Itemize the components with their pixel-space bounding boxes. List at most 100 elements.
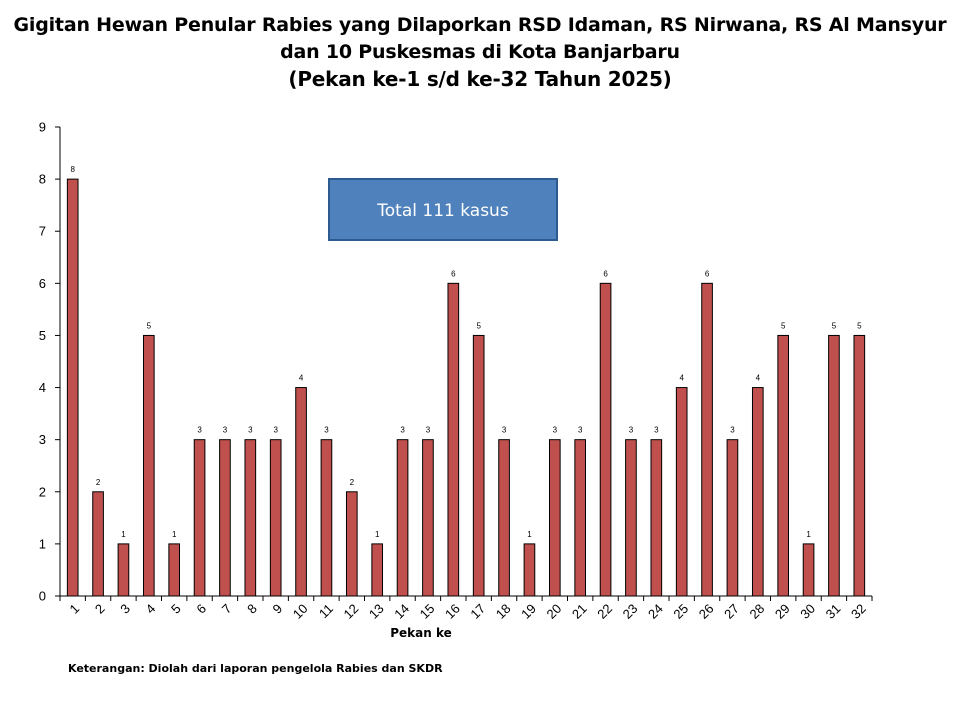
y-tick-label: 0	[39, 589, 46, 604]
data-label: 5	[832, 321, 837, 330]
x-tick-label: 1	[67, 601, 83, 617]
bar	[193, 439, 206, 597]
x-tick-label: 9	[270, 601, 286, 617]
x-tick-label: 17	[467, 601, 488, 622]
bar	[472, 334, 485, 597]
bar	[650, 439, 663, 597]
data-label: 1	[172, 530, 177, 539]
x-tick-label: 6	[193, 601, 209, 617]
y-tick-label: 8	[39, 172, 46, 187]
bar	[422, 439, 434, 597]
x-tick-label: 19	[518, 601, 539, 622]
x-tick-label: 13	[366, 601, 387, 622]
bar	[142, 334, 155, 597]
y-tick-label: 9	[39, 120, 46, 135]
x-tick-label: 32	[848, 601, 869, 622]
data-label: 1	[121, 530, 126, 539]
x-tick-label: 31	[823, 601, 844, 622]
y-tick-label: 4	[39, 380, 46, 395]
x-tick-label: 12	[341, 601, 362, 622]
data-label: 3	[400, 426, 405, 435]
data-label: 3	[578, 426, 583, 435]
bar	[625, 439, 637, 597]
data-label: 3	[730, 426, 735, 435]
bar	[345, 491, 358, 597]
bar	[574, 439, 587, 597]
data-label: 3	[502, 426, 507, 435]
x-tick-label: 18	[493, 601, 514, 622]
x-tick-label: 20	[544, 601, 565, 622]
total-cases-box: Total 111 kasus	[328, 178, 558, 241]
data-label: 6	[705, 269, 710, 278]
bar	[828, 334, 840, 597]
data-label: 2	[96, 478, 101, 487]
data-label: 4	[756, 374, 761, 383]
bar	[168, 543, 181, 597]
x-tick-label: 22	[594, 601, 615, 622]
x-tick-label: 27	[721, 601, 742, 622]
x-tick-label: 26	[696, 601, 717, 622]
data-label: 3	[197, 426, 202, 435]
x-tick-label: 2	[92, 601, 108, 617]
title-line-1: Gigitan Hewan Penular Rabies yang Dilapo…	[13, 14, 947, 36]
x-tick-label: 5	[168, 601, 184, 617]
bar	[498, 439, 510, 597]
bar	[66, 178, 79, 597]
bar	[117, 543, 130, 597]
x-tick-label: 7	[219, 601, 235, 617]
x-tick-label: 30	[797, 601, 818, 622]
bar	[701, 282, 713, 597]
bar	[726, 439, 739, 597]
x-tick-label: 8	[244, 601, 260, 617]
bar	[599, 282, 612, 597]
title-line-3: (Pekan ke-1 s/d ke-32 Tahun 2025)	[288, 67, 672, 91]
bar	[244, 439, 257, 597]
data-label: 6	[451, 269, 456, 278]
bar	[751, 387, 764, 597]
bar	[371, 543, 384, 597]
bar	[675, 387, 688, 597]
data-label: 1	[806, 530, 811, 539]
x-tick-label: 3	[117, 601, 133, 617]
x-tick-label: 16	[442, 601, 463, 622]
data-label: 8	[70, 165, 75, 174]
bar	[777, 334, 790, 597]
data-label: 1	[527, 530, 532, 539]
data-label: 3	[654, 426, 659, 435]
x-tick-label: 10	[290, 601, 311, 622]
y-tick-label: 1	[39, 536, 46, 551]
data-label: 5	[147, 321, 152, 330]
total-cases-box-bg	[328, 178, 558, 241]
x-axis: 1 2 3 4 5 6 7 8 9 10 11 12 13 14 15 16 17 18 19 20 21 22 23 24 2…	[59, 595, 873, 622]
bar	[269, 439, 282, 597]
bar	[523, 543, 536, 597]
bar	[548, 439, 561, 597]
chart-title: Gigitan Hewan Penular Rabies yang Dilapo…	[0, 12, 960, 93]
bar	[447, 282, 460, 597]
x-tick-label: 28	[747, 601, 768, 622]
data-label: 3	[324, 426, 329, 435]
x-tick-label: 14	[391, 601, 412, 622]
data-label: 3	[426, 426, 431, 435]
y-tick-label: 2	[39, 484, 46, 499]
data-label: 5	[476, 321, 481, 330]
bar	[295, 387, 307, 597]
x-tick-label: 11	[316, 601, 336, 621]
x-tick-label: 29	[772, 601, 793, 622]
bar	[219, 439, 231, 597]
total-cases-label: Total 111 kasus	[376, 201, 509, 221]
data-label: 6	[603, 269, 608, 278]
bar	[396, 439, 409, 597]
data-label: 3	[629, 426, 634, 435]
y-tick-label: 6	[39, 276, 46, 291]
x-tick-label: 23	[620, 601, 641, 622]
bar	[802, 543, 815, 597]
bar	[853, 334, 866, 597]
data-label: 3	[553, 426, 558, 435]
y-tick-label: 5	[39, 328, 46, 343]
data-label: 5	[857, 321, 862, 330]
data-labels: 8 2 1 5 1 3 3 3 3 4 3 2 1 3 3 6 5 3 1 3 3 6 3 3 4 6 3 4 5 1 5 5	[70, 165, 862, 539]
x-axis-title: Pekan ke	[390, 626, 452, 640]
y-axis: 0 1 2 3 4 5 6 7 8 9	[39, 120, 61, 604]
